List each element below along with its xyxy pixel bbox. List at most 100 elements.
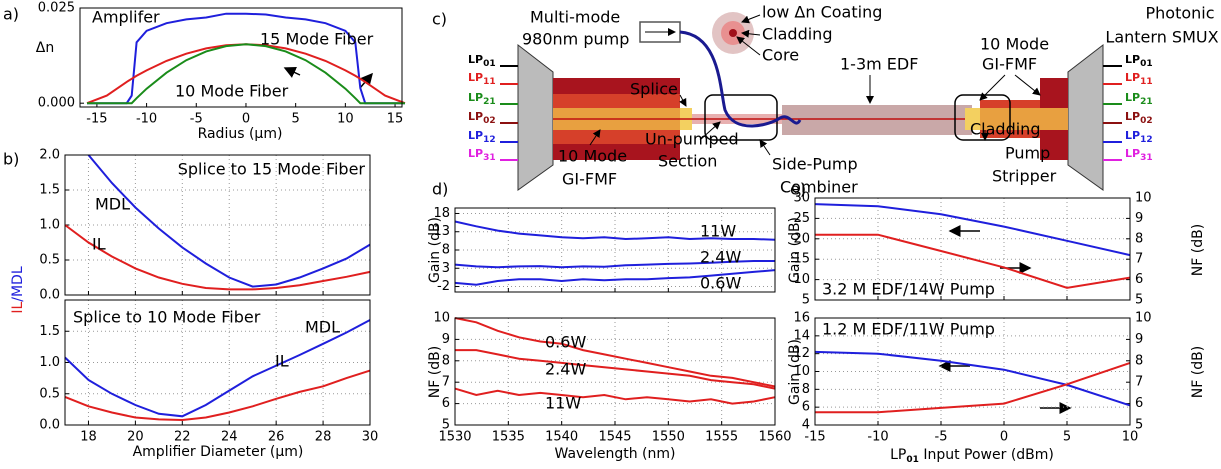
label: Pump — [1005, 144, 1050, 163]
mode-label: LP11 — [468, 71, 496, 87]
mode-sub: 12 — [483, 135, 496, 145]
y2-axis-label: NF (dB) — [1190, 224, 1206, 276]
mode-name: LP — [468, 147, 483, 160]
mode-name: LP — [1125, 147, 1140, 160]
label: Multi-mode — [530, 8, 620, 27]
series-label: 0.6W — [700, 274, 741, 293]
x-tick-label: 5 — [292, 112, 300, 127]
label: 10 Mode — [558, 147, 627, 166]
y-axis-label: Δn — [36, 40, 54, 56]
label: 980nm pump — [522, 30, 629, 49]
y-tick-label: 15 — [793, 252, 810, 267]
mode-sub: 11 — [483, 77, 496, 87]
series-line — [64, 224, 371, 291]
subplot-title: Splice to 15 Mode Fiber — [178, 160, 366, 179]
y-axis-label: IL/MDL — [10, 266, 26, 314]
mode-label: LP01 — [468, 53, 496, 69]
lantern-left — [517, 43, 554, 191]
x-tick-label: -10 — [867, 430, 888, 445]
label: low Δn Coating — [762, 3, 882, 22]
label: 1-3m EDF — [840, 55, 918, 74]
y-tick-label: 0.0 — [39, 418, 60, 433]
diagram: c) Multi-mode 980nm pump low — [432, 3, 1219, 197]
y2-tick-label: 9 — [1135, 332, 1143, 347]
series-label: MDL — [95, 195, 130, 214]
mode-sub: 21 — [483, 97, 496, 107]
y-tick-label: 0.5 — [39, 253, 60, 268]
mode-label: LP12 — [1125, 129, 1153, 145]
subplot-title: 3.2 M EDF/14W Pump — [822, 280, 995, 299]
series-line — [815, 233, 1131, 289]
x-tick-label: 1560 — [758, 430, 791, 445]
series-label: 2.4W — [545, 360, 586, 379]
mode-label: LP02 — [468, 110, 496, 126]
x-tick-label: 1545 — [598, 430, 631, 445]
x-tick-label: 20 — [127, 430, 144, 445]
x-tick-label: 24 — [221, 430, 238, 445]
x-tick-label: -5 — [190, 112, 203, 127]
y-tick-label: 0.025 — [38, 1, 75, 16]
x-tick-label: -15 — [804, 430, 825, 445]
series-label: 11W — [545, 394, 581, 413]
label: Lantern SMUX — [1105, 28, 1218, 47]
series-label: 0.6W — [545, 333, 586, 352]
y-tick-label: 1.5 — [39, 183, 60, 198]
y-tick-label: 10 — [793, 272, 810, 287]
mode-name: LP — [468, 110, 483, 123]
y-tick-label: 8 — [442, 243, 450, 258]
y-tick-label: 1.0 — [39, 355, 60, 370]
y-tick-label: 30 — [793, 191, 810, 206]
y-axis-label: NF (dB) — [427, 346, 443, 398]
series-label: IL — [92, 235, 106, 254]
x-axis-label-part: 01 — [906, 455, 919, 465]
plot-frame — [814, 197, 1131, 301]
mode-sub: 31 — [1140, 153, 1153, 163]
mode-sub: 12 — [1140, 135, 1153, 145]
y-tick-label: 7 — [442, 375, 450, 390]
series-line — [64, 369, 371, 422]
panel-label: e) — [790, 180, 806, 199]
y-tick-label: 20 — [793, 231, 810, 246]
mode-label: LP02 — [1125, 110, 1153, 126]
series-line — [454, 220, 776, 241]
series-label: IL — [275, 352, 289, 371]
mode-name: LP — [468, 91, 483, 104]
x-tick-label: 15 — [387, 112, 404, 127]
y-axis-label-part: IL — [10, 302, 26, 314]
y2-tick-label: 10 — [1135, 191, 1152, 206]
x-tick-label: -10 — [136, 112, 157, 127]
mode-sub: 02 — [483, 116, 496, 126]
mode-label: LP01 — [1125, 53, 1153, 69]
arrow — [1014, 74, 1041, 96]
y-tick-label: 8 — [802, 382, 810, 397]
panel-label: d) — [432, 180, 448, 199]
y-tick-label: 0.5 — [39, 386, 60, 401]
series-line — [87, 43, 405, 105]
arrow — [283, 67, 301, 78]
x-tick-label: 28 — [315, 430, 332, 445]
y2-tick-label: 5 — [1135, 293, 1143, 308]
x-tick-label: 18 — [80, 430, 97, 445]
plot-frame — [64, 299, 371, 426]
y-tick-label: 1.0 — [39, 218, 60, 233]
y2-tick-label: 6 — [1135, 272, 1143, 287]
label: Cladding — [762, 25, 832, 44]
arrow — [589, 129, 601, 146]
series-line — [454, 387, 776, 405]
x-tick-label: 26 — [268, 430, 285, 445]
plot-frame — [64, 154, 371, 296]
mode-label: LP21 — [1125, 91, 1153, 107]
arrow — [679, 94, 687, 107]
label: Photonic — [1145, 4, 1214, 23]
label: Stripper — [992, 167, 1057, 186]
arrow — [736, 36, 761, 56]
y2-tick-label: 7 — [1135, 252, 1143, 267]
x-tick-label: 1540 — [545, 430, 578, 445]
x-tick-label: 10 — [337, 112, 354, 127]
label: Combiner — [780, 178, 858, 197]
plot-frame — [79, 7, 403, 108]
x-tick-label: -15 — [86, 112, 107, 127]
series-line — [64, 319, 371, 418]
subplot-title: Splice to 10 Mode Fiber — [73, 308, 261, 327]
x-tick-label: 5 — [1063, 430, 1071, 445]
